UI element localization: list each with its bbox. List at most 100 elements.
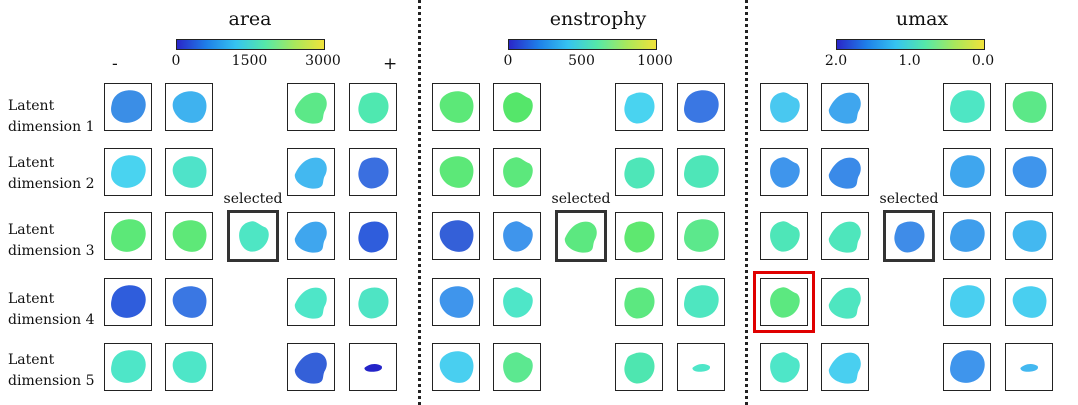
snapshot-area-r5-c4[interactable]	[287, 343, 335, 391]
snapshot-area-r2-c2[interactable]	[165, 148, 213, 196]
vortex-blob	[172, 351, 207, 383]
snapshot-enstrophy-r4-c4[interactable]	[615, 278, 663, 326]
snapshot-enstrophy-r2-c1[interactable]	[432, 148, 480, 196]
vortex-shape	[624, 287, 655, 319]
snapshot-enstrophy-r3-c5[interactable]	[677, 212, 725, 260]
snapshot-umax-r5-c5[interactable]	[1005, 343, 1053, 391]
vortex-blob	[294, 221, 327, 253]
snapshot-umax-r5-c2[interactable]	[821, 343, 869, 391]
snapshot-umax-r3-c2[interactable]	[821, 212, 869, 260]
vortex-blob	[111, 155, 146, 188]
snapshot-umax-r1-c1[interactable]	[760, 83, 808, 131]
vortex-shape	[770, 157, 800, 188]
snapshot-umax-r1-c2[interactable]	[821, 83, 869, 131]
panel-divider-1	[418, 0, 421, 405]
vortex-blob	[503, 221, 533, 252]
colorbar-enstrophy	[508, 39, 657, 50]
snapshot-area-r3-c2[interactable]	[165, 212, 213, 260]
snapshot-enstrophy-r4-c2[interactable]	[493, 278, 541, 326]
snapshot-enstrophy-r4-c5[interactable]	[677, 278, 725, 326]
snapshot-area-r1-c5[interactable]	[349, 83, 397, 131]
snapshot-umax-r2-c2[interactable]	[821, 148, 869, 196]
panel-divider-2	[745, 0, 748, 405]
vortex-blob	[828, 157, 861, 189]
vortex-shape	[684, 219, 719, 252]
snapshot-umax-r4-c4[interactable]	[943, 278, 991, 326]
snapshot-area-r3-c3[interactable]	[227, 210, 279, 262]
vortex-shape	[1012, 220, 1047, 252]
snapshot-enstrophy-r5-c4[interactable]	[615, 343, 663, 391]
snapshot-area-r3-c4[interactable]	[287, 212, 335, 260]
snapshot-area-r4-c1[interactable]	[104, 278, 152, 326]
snapshot-area-r1-c4[interactable]	[287, 83, 335, 131]
snapshot-enstrophy-r1-c4[interactable]	[615, 83, 663, 131]
snapshot-umax-r3-c4[interactable]	[943, 212, 991, 260]
snapshot-enstrophy-r1-c1[interactable]	[432, 83, 480, 131]
vortex-blob	[172, 156, 207, 188]
snapshot-enstrophy-r1-c2[interactable]	[493, 83, 541, 131]
snapshot-area-r2-c5[interactable]	[349, 148, 397, 196]
vortex-shape	[111, 155, 146, 188]
snapshot-enstrophy-r2-c4[interactable]	[615, 148, 663, 196]
snapshot-umax-r2-c5[interactable]	[1005, 148, 1053, 196]
snapshot-area-r2-c4[interactable]	[287, 148, 335, 196]
vortex-shape	[770, 352, 800, 383]
snapshot-umax-r2-c4[interactable]	[943, 148, 991, 196]
snapshot-enstrophy-r3-c4[interactable]	[615, 212, 663, 260]
vortex-blob	[624, 352, 655, 384]
snapshot-enstrophy-r3-c3[interactable]	[555, 210, 607, 262]
snapshot-umax-r4-c1[interactable]	[753, 271, 815, 333]
snapshot-area-r5-c2[interactable]	[165, 343, 213, 391]
vortex-blob	[950, 90, 985, 123]
snapshot-area-r4-c4[interactable]	[287, 278, 335, 326]
snapshot-umax-r4-c2[interactable]	[821, 278, 869, 326]
snapshot-area-r5-c1[interactable]	[104, 343, 152, 391]
vortex-blob	[1012, 156, 1047, 188]
snapshot-umax-r5-c1[interactable]	[760, 343, 808, 391]
snapshot-area-r3-c1[interactable]	[104, 212, 152, 260]
snapshot-area-r4-c2[interactable]	[165, 278, 213, 326]
snapshot-umax-r3-c1[interactable]	[760, 212, 808, 260]
snapshot-area-r1-c1[interactable]	[104, 83, 152, 131]
snapshot-area-r3-c5[interactable]	[349, 212, 397, 260]
snapshot-area-r4-c5[interactable]	[349, 278, 397, 326]
snapshot-enstrophy-r3-c1[interactable]	[432, 212, 480, 260]
vortex-shape	[503, 157, 533, 188]
colorbar-tick-umax-0: 2.0	[824, 53, 848, 69]
snapshot-area-r2-c1[interactable]	[104, 148, 152, 196]
vortex-shape	[770, 287, 800, 318]
snapshot-umax-r3-c3[interactable]	[883, 210, 935, 262]
vortex-shape	[950, 285, 985, 318]
snapshot-umax-r4-c5[interactable]	[1005, 278, 1053, 326]
snapshot-enstrophy-r1-c5[interactable]	[677, 83, 725, 131]
snapshot-enstrophy-r5-c5[interactable]	[677, 343, 725, 391]
snapshot-area-r5-c5[interactable]	[349, 343, 397, 391]
vortex-blob	[358, 157, 389, 189]
snapshot-umax-r2-c1[interactable]	[760, 148, 808, 196]
colorbar-umax	[836, 39, 985, 50]
vortex-blob	[111, 90, 146, 123]
snapshot-enstrophy-r5-c1[interactable]	[432, 343, 480, 391]
vortex-shape	[358, 157, 389, 189]
vortex-blob	[828, 92, 861, 124]
snapshot-umax-r3-c5[interactable]	[1005, 212, 1053, 260]
vortex-shape	[624, 352, 655, 384]
vortex-blob	[439, 91, 474, 123]
vortex-shape	[364, 363, 382, 372]
vortex-shape	[111, 350, 146, 383]
snapshot-area-r1-c2[interactable]	[165, 83, 213, 131]
vortex-blob	[172, 91, 207, 123]
snapshot-enstrophy-r4-c1[interactable]	[432, 278, 480, 326]
snapshot-enstrophy-r3-c2[interactable]	[493, 212, 541, 260]
vortex-blob	[358, 287, 389, 319]
snapshot-enstrophy-r2-c5[interactable]	[677, 148, 725, 196]
vortex-shape	[239, 221, 269, 252]
snapshot-umax-r1-c4[interactable]	[943, 83, 991, 131]
vortex-blob	[624, 221, 655, 253]
snapshot-enstrophy-r5-c2[interactable]	[493, 343, 541, 391]
colorbar-tick-area-2: 3000	[305, 53, 341, 69]
snapshot-umax-r1-c5[interactable]	[1005, 83, 1053, 131]
snapshot-enstrophy-r2-c2[interactable]	[493, 148, 541, 196]
vortex-blob	[770, 352, 800, 383]
snapshot-umax-r5-c4[interactable]	[943, 343, 991, 391]
